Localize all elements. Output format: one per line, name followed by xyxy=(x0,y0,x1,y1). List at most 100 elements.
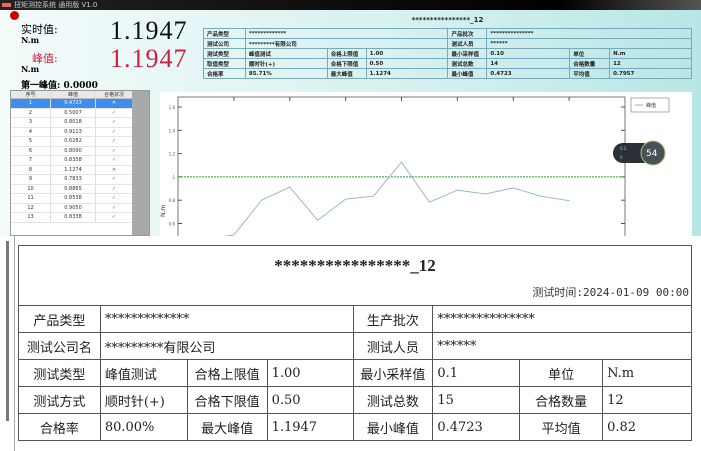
field-label: 测试类型 xyxy=(18,359,101,387)
preview-sidebar xyxy=(0,236,15,451)
field-label: 测试公司名 xyxy=(18,332,101,360)
list-item[interactable]: 2 0.5007 ✓ xyxy=(11,108,149,118)
field-label: 产品类型 xyxy=(203,28,246,39)
memory-gauge-icon xyxy=(640,140,666,166)
field-value: 12 xyxy=(609,58,692,69)
status-cell: ✓ xyxy=(96,194,133,203)
field-label: 最大峰值 xyxy=(326,68,367,79)
field-label: 单位 xyxy=(519,359,604,387)
field-value: 0.82 xyxy=(602,413,692,441)
list-item[interactable]: 3 0.8018 ✓ xyxy=(11,118,149,128)
field-value: 1.00 xyxy=(266,359,354,387)
list-cell: 1.1274 xyxy=(51,165,96,174)
field-label: 最小峰值 xyxy=(352,413,434,441)
list-cell: 4 xyxy=(11,127,51,136)
legend-label: 峰值 xyxy=(646,102,656,109)
chart-svg: 0.6 0.8 1 1.2 1.4 1.6 N.m 峰值 0.2 0 54 xyxy=(160,96,670,236)
list-item[interactable]: 4 0.9113 ✓ xyxy=(11,127,149,137)
status-cell: ✕ xyxy=(96,165,133,174)
field-value: 1.00 xyxy=(365,48,449,59)
status-cell: ✓ xyxy=(96,127,133,136)
field-label: 合格数量 xyxy=(519,386,604,414)
list-cell: 0.8865 xyxy=(51,184,96,193)
report-table: ****************_12 测试时间:2024-01-09 00:00… xyxy=(18,245,692,441)
field-label: 产品批次 xyxy=(447,28,488,39)
list-header-cell[interactable]: 序号 xyxy=(11,91,51,98)
list-item[interactable]: 6 0.8090 ✓ xyxy=(11,146,149,156)
list-item[interactable]: 13 0.8338 ✓ xyxy=(11,213,149,223)
list-item[interactable]: 9 0.7833 ✓ xyxy=(11,175,149,185)
data-point xyxy=(261,199,263,201)
y-tick-label: 1 xyxy=(172,175,175,180)
list-item[interactable]: 5 0.6282 ✓ xyxy=(11,137,149,147)
list-cell: 0.6282 xyxy=(51,137,96,146)
status-cell: ✓ xyxy=(96,137,133,146)
realtime-value: 1.1947 xyxy=(110,16,188,45)
report-header: ****************_12 测试时间:2024-01-09 00:00 xyxy=(18,245,692,306)
list-item[interactable]: 10 0.8865 ✓ xyxy=(11,184,149,194)
list-item[interactable]: 1 0.4723 ✕ xyxy=(11,99,149,109)
preview-scrollbar[interactable] xyxy=(6,241,9,421)
y-tick-label: 1.6 xyxy=(169,105,176,110)
field-value: *************** xyxy=(432,305,692,333)
list-cell: 7 xyxy=(11,156,51,165)
field-label: 合格上限值 xyxy=(326,48,367,59)
title-bar: 扭矩测控系统 通用版 V1.0 xyxy=(0,0,701,10)
field-value: 1.1947 xyxy=(266,413,354,441)
data-point xyxy=(345,198,347,200)
field-value: 80.00% xyxy=(99,413,188,441)
status-cell: ✓ xyxy=(96,203,133,212)
peak-chart[interactable]: 0.6 0.8 1 1.2 1.4 1.6 N.m 峰值 0.2 0 54 xyxy=(160,92,692,236)
field-label: 测试人员 xyxy=(352,332,434,360)
app-icon xyxy=(2,3,11,7)
info-table: 产品类型 ************* 产品批次 *************** 测试公司… xyxy=(203,28,692,79)
field-value: ************* xyxy=(99,305,354,333)
data-point xyxy=(289,186,291,188)
y-tick-label: 1.2 xyxy=(169,152,176,157)
data-point xyxy=(568,200,570,202)
status-cell: ✓ xyxy=(96,213,133,222)
field-label: 合格下限值 xyxy=(186,386,268,414)
field-label: 平均值 xyxy=(519,413,604,441)
field-value: *************** xyxy=(486,28,692,39)
field-value: N.m xyxy=(609,48,692,59)
field-value: 0.10 xyxy=(486,48,571,59)
table-row: 产品类型 ************* 产品批次 *************** xyxy=(203,28,692,39)
table-row: 测试类型 峰值测试 合格上限值 1.00 最小采样值 0.1 单位 N.m xyxy=(18,359,692,387)
list-cell: 0.9113 xyxy=(51,127,96,136)
info-panel: ****************_12 产品类型 ************* 产品批… xyxy=(203,13,692,79)
data-point xyxy=(317,219,319,221)
field-label: 测试方式 xyxy=(18,386,101,414)
list-cell: 0.5007 xyxy=(51,108,96,117)
field-value: ****** xyxy=(432,332,692,360)
record-indicator-icon xyxy=(10,11,19,20)
field-value: 1.1274 xyxy=(365,68,449,79)
list-header: 序号 峰值 合格状况 xyxy=(11,91,149,99)
data-point xyxy=(512,187,514,189)
list-item[interactable]: 11 0.8538 ✓ xyxy=(11,194,149,204)
list-cell: 9 xyxy=(11,175,51,184)
plot-frame xyxy=(177,96,626,236)
list-item[interactable]: 12 0.9050 ✓ xyxy=(11,203,149,213)
table-row: 取值类型 顺时针(+) 合格下限值 0.50 测试总数 14 合格数量 12 xyxy=(203,58,692,69)
list-cell: 0.7833 xyxy=(51,175,96,184)
list-item[interactable]: 8 1.1274 ✕ xyxy=(11,165,149,175)
table-row: 测试类型 峰值测试 合格上限值 1.00 最小采样值 0.10 单位 N.m xyxy=(203,48,692,59)
field-label: 合格率 xyxy=(18,413,101,441)
field-label: 最小采样值 xyxy=(447,48,488,59)
peak-list[interactable]: 序号 峰值 合格状况 1 0.4723 ✕ 2 0.5007 ✓ 3 0.8018 ✓ 4 0.9113… xyxy=(10,90,150,236)
list-header-cell[interactable]: 合格状况 xyxy=(96,91,133,98)
data-point xyxy=(484,193,486,195)
list-item[interactable]: 7 0.8358 ✓ xyxy=(11,156,149,166)
list-cell: 5 xyxy=(11,137,51,146)
field-value: 0.7957 xyxy=(609,68,692,79)
status-cell: ✓ xyxy=(96,146,133,155)
field-label: 产品类型 xyxy=(18,305,101,333)
field-label: 最小采样值 xyxy=(352,359,434,387)
list-cell: 10 xyxy=(11,184,51,193)
field-value: *********有限公司 xyxy=(99,332,354,360)
list-header-cell[interactable]: 峰值 xyxy=(51,91,96,98)
y-tick-label: 0.8 xyxy=(169,198,176,203)
info-title: ****************_12 xyxy=(411,16,484,24)
data-point xyxy=(540,195,542,197)
